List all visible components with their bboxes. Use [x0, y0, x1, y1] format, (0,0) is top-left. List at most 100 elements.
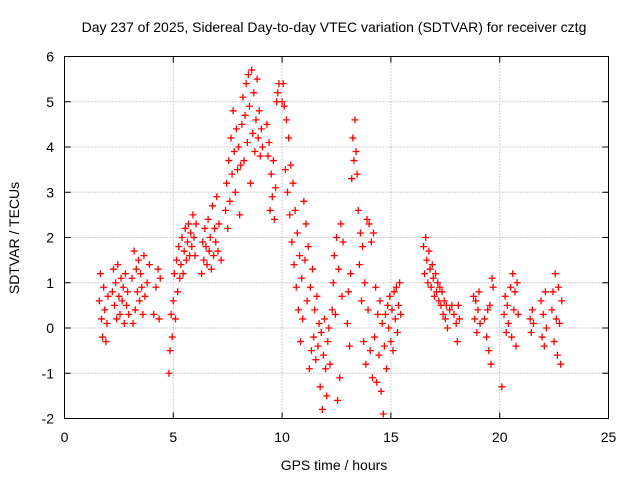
data-point [242, 80, 250, 88]
data-point [251, 148, 259, 156]
data-point [446, 306, 454, 314]
data-point [539, 310, 547, 318]
data-point [223, 179, 231, 187]
data-point [377, 387, 385, 395]
data-point [257, 125, 265, 133]
data-point [300, 197, 308, 205]
data-point [380, 342, 388, 350]
x-tick-label: 25 [601, 429, 617, 445]
data-point [203, 261, 211, 269]
data-point [321, 315, 329, 323]
data-point [507, 283, 515, 291]
data-point [227, 134, 235, 142]
data-point [97, 315, 105, 323]
data-point [365, 220, 373, 228]
data-point [386, 292, 394, 300]
data-point [381, 310, 389, 318]
data-point [228, 170, 236, 178]
data-point [274, 89, 282, 97]
data-point [248, 66, 256, 74]
data-point [137, 270, 145, 278]
data-point [291, 206, 299, 214]
data-point [215, 220, 223, 228]
data-point [247, 179, 255, 187]
data-point [336, 374, 344, 382]
data-point [255, 107, 263, 115]
y-tick-label: 3 [46, 184, 54, 200]
data-point [204, 215, 212, 223]
data-point [269, 157, 277, 165]
data-point [429, 274, 437, 282]
data-point [389, 347, 397, 355]
data-point [278, 98, 286, 106]
data-point [173, 256, 181, 264]
data-point [154, 265, 162, 273]
data-point [297, 338, 305, 346]
data-point [485, 347, 493, 355]
data-point [205, 247, 213, 255]
data-point [554, 283, 562, 291]
data-point [542, 324, 550, 332]
data-point [395, 301, 403, 309]
data-point [509, 270, 517, 278]
data-point [452, 319, 460, 327]
data-point [256, 152, 264, 160]
data-point [448, 301, 456, 309]
data-point [311, 306, 319, 314]
data-point [270, 215, 278, 223]
data-point [427, 283, 435, 291]
data-point [552, 315, 560, 323]
data-point [108, 288, 116, 296]
data-point [307, 347, 315, 355]
data-point [114, 261, 122, 269]
data-point [129, 319, 137, 327]
data-point [484, 306, 492, 314]
data-point [502, 329, 510, 337]
data-point [470, 292, 478, 300]
data-point [476, 319, 484, 327]
data-point [243, 138, 251, 146]
data-point [540, 342, 548, 350]
data-point [241, 111, 249, 119]
data-point [324, 338, 332, 346]
data-point [323, 392, 331, 400]
data-point [178, 234, 186, 241]
data-point [425, 247, 433, 255]
data-point [314, 342, 322, 350]
data-point [438, 288, 446, 296]
data-point [385, 324, 393, 332]
data-point [179, 270, 187, 278]
data-point [439, 310, 447, 318]
data-point [115, 292, 123, 300]
data-point [200, 256, 208, 264]
data-point [361, 279, 369, 287]
data-point [296, 252, 304, 260]
data-point [450, 310, 458, 318]
data-point [373, 378, 381, 386]
data-point [344, 288, 352, 296]
data-point [116, 310, 124, 318]
y-tick-label: -2 [42, 411, 55, 427]
data-point [111, 301, 119, 309]
chart-title: Day 237 of 2025, Sidereal Day-to-day VTE… [82, 19, 587, 35]
data-point [230, 148, 238, 156]
data-point [500, 310, 508, 318]
data-point [238, 120, 246, 128]
data-point [210, 252, 218, 260]
data-point [472, 297, 480, 305]
data-point [232, 125, 240, 133]
data-point [474, 306, 482, 314]
data-point [510, 306, 518, 314]
data-point [265, 138, 273, 146]
data-point [198, 270, 206, 278]
data-point [423, 256, 431, 264]
data-point [145, 261, 153, 269]
data-point [117, 274, 125, 282]
data-point [504, 319, 512, 327]
y-tick-label: 1 [46, 275, 54, 291]
data-point [422, 234, 430, 241]
data-point [498, 383, 506, 391]
data-point [440, 297, 448, 305]
data-point [508, 333, 516, 341]
data-point [486, 301, 494, 309]
